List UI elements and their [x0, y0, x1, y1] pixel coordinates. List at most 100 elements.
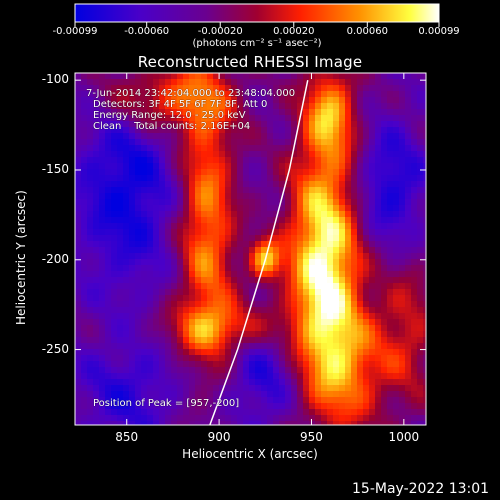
heatmap-cell — [111, 391, 118, 398]
heatmap-cell — [153, 265, 160, 272]
heatmap-cell — [81, 103, 88, 110]
heatmap-cell — [321, 193, 328, 200]
heatmap-cell — [327, 145, 334, 152]
heatmap-cell — [417, 229, 424, 236]
heatmap-cell — [315, 151, 322, 158]
heatmap-cell — [183, 121, 190, 128]
heatmap-cell — [129, 229, 136, 236]
heatmap-cell — [105, 253, 112, 260]
heatmap-cell — [159, 79, 166, 86]
heatmap-cell — [381, 361, 388, 368]
heatmap-cell — [315, 121, 322, 128]
heatmap-cell — [87, 139, 94, 146]
heatmap-cell — [123, 193, 130, 200]
heatmap-cell — [75, 349, 82, 356]
heatmap-cell — [393, 337, 400, 344]
heatmap-cell — [75, 115, 82, 122]
heatmap-cell — [225, 403, 232, 410]
heatmap-cell — [309, 409, 316, 416]
heatmap-cell — [153, 253, 160, 260]
heatmap-cell — [249, 139, 256, 146]
heatmap-cell — [213, 307, 220, 314]
heatmap-cell — [333, 361, 340, 368]
heatmap-cell — [195, 361, 202, 368]
chart-title: Reconstructed RHESSI Image — [137, 53, 363, 71]
heatmap-cell — [177, 361, 184, 368]
heatmap-cell — [213, 145, 220, 152]
heatmap-cell — [153, 325, 160, 332]
heatmap-cell — [417, 301, 424, 308]
heatmap-cell — [315, 277, 322, 284]
heatmap-cell — [297, 307, 304, 314]
heatmap-cell — [213, 355, 220, 362]
heatmap-cell — [189, 277, 196, 284]
heatmap-cell — [255, 253, 262, 260]
heatmap-cell — [141, 223, 148, 230]
heatmap-cell — [147, 73, 154, 80]
heatmap-cell — [267, 235, 274, 242]
heatmap-cell — [417, 397, 424, 404]
heatmap-cell — [129, 409, 136, 416]
heatmap-cell — [117, 175, 124, 182]
heatmap-cell — [393, 331, 400, 338]
heatmap-cell — [147, 211, 154, 218]
heatmap-cell — [171, 295, 178, 302]
heatmap-cell — [129, 211, 136, 218]
heatmap-cell — [171, 391, 178, 398]
heatmap-cell — [399, 403, 406, 410]
heatmap-cell — [183, 205, 190, 212]
heatmap-cell — [285, 223, 292, 230]
heatmap-cell — [327, 193, 334, 200]
heatmap-cell — [237, 193, 244, 200]
heatmap-cell — [201, 73, 208, 80]
heatmap-cell — [411, 103, 418, 110]
heatmap-cell — [117, 391, 124, 398]
heatmap-cell — [423, 157, 426, 164]
heatmap-cell — [183, 139, 190, 146]
heatmap-cell — [303, 313, 310, 320]
heatmap-cell — [363, 223, 370, 230]
heatmap-cell — [237, 235, 244, 242]
heatmap-cell — [387, 145, 394, 152]
heatmap-cell — [291, 283, 298, 290]
heatmap-cell — [273, 361, 280, 368]
heatmap-cell — [105, 133, 112, 140]
heatmap-cell — [405, 259, 412, 266]
heatmap-cell — [351, 259, 358, 266]
heatmap-cell — [219, 73, 226, 80]
heatmap-cell — [243, 349, 250, 356]
solar-limb-curve — [209, 80, 309, 425]
heatmap-cell — [363, 121, 370, 128]
heatmap-cell — [219, 367, 226, 374]
heatmap-cell — [111, 373, 118, 380]
heatmap-cell — [255, 307, 262, 314]
heatmap-cell — [147, 97, 154, 104]
heatmap-cell — [351, 373, 358, 380]
heatmap-cell — [405, 91, 412, 98]
heatmap-cell — [111, 325, 118, 332]
heatmap-cell — [129, 295, 136, 302]
heatmap-cell — [363, 349, 370, 356]
heatmap-cell — [153, 415, 160, 422]
heatmap-cell — [177, 103, 184, 110]
heatmap-cell — [327, 157, 334, 164]
heatmap-cell — [309, 385, 316, 392]
heatmap-cell — [123, 283, 130, 290]
heatmap-cell — [87, 205, 94, 212]
heatmap-cell — [93, 289, 100, 296]
heatmap-cell — [225, 319, 232, 326]
heatmap-cell — [267, 133, 274, 140]
heatmap-cell — [285, 139, 292, 146]
heatmap-cell — [393, 193, 400, 200]
heatmap-cell — [225, 145, 232, 152]
heatmap-cell — [309, 253, 316, 260]
heatmap-cell — [147, 145, 154, 152]
heatmap-cell — [99, 91, 106, 98]
heatmap-cell — [375, 253, 382, 260]
heatmap-cell — [321, 181, 328, 188]
heatmap-cell — [123, 163, 130, 170]
heatmap-cell — [327, 79, 334, 86]
heatmap-cell — [375, 391, 382, 398]
heatmap-cell — [81, 127, 88, 134]
heatmap-cell — [393, 115, 400, 122]
